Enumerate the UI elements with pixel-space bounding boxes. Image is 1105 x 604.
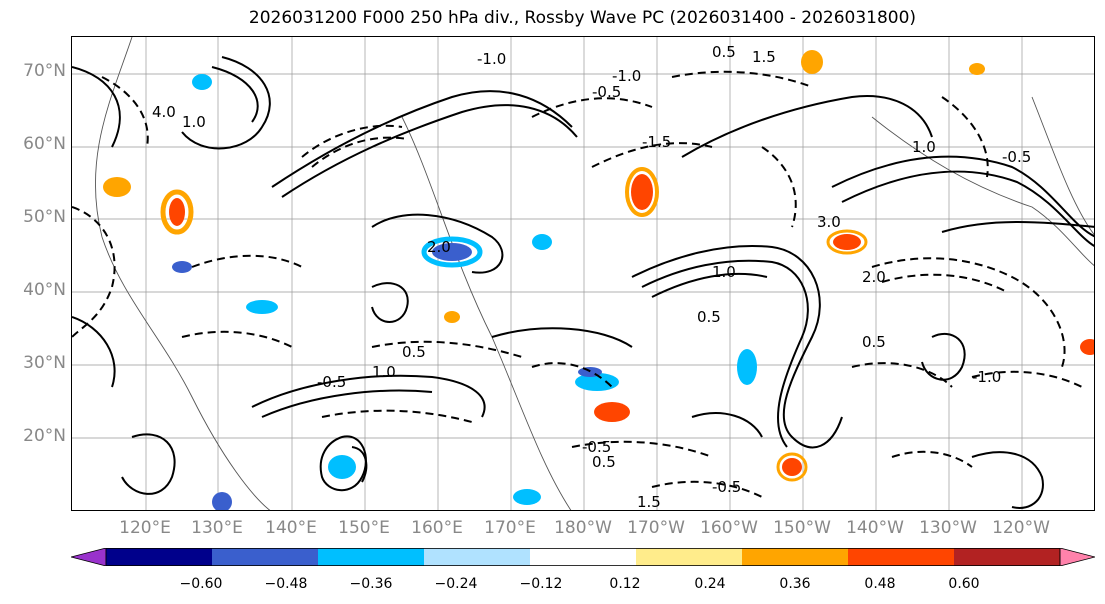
colorbar-segment: [848, 548, 955, 566]
divergence-shading: [103, 50, 1094, 510]
lat-label-60n: 60°N: [23, 134, 66, 154]
lon-label: 140°W: [846, 518, 904, 538]
colorbar-extension-low: [71, 548, 107, 566]
lat-label-70n: 70°N: [23, 61, 66, 81]
colorbar-tick: −0.36: [349, 576, 393, 592]
colorbar: [71, 548, 1095, 566]
contour-label: 0.5: [712, 43, 736, 61]
contour-label: 2.0: [427, 238, 451, 256]
colorbar-tick: −0.12: [519, 576, 563, 592]
colorbar-segment: [212, 548, 319, 566]
lat-label-20n: 20°N: [23, 426, 66, 446]
lon-label: 140°E: [265, 518, 317, 538]
colorbar-tick: −0.48: [264, 576, 308, 592]
colorbar-tick: 0.48: [864, 576, 896, 592]
contour-label: -1.0: [477, 50, 506, 68]
contour-label: -0.5: [712, 478, 741, 496]
contour-label: -0.5: [1002, 148, 1031, 166]
map-plot-area: -1.0 -0.5 0.5 1.0 1.5 2.0 3.0 4.0 -1.5 0…: [71, 36, 1095, 511]
contour-label: -0.5: [317, 373, 346, 391]
lon-label: 150°E: [338, 518, 390, 538]
contour-label: 1.0: [912, 138, 936, 156]
lat-label-40n: 40°N: [23, 280, 66, 300]
colorbar-tick: 0.24: [694, 576, 726, 592]
contour-label: 3.0: [817, 213, 841, 231]
lon-label: 120°W: [992, 518, 1050, 538]
colorbar-tick: −0.60: [179, 576, 223, 592]
contour-label: -0.5: [582, 438, 611, 456]
lon-label: 150°W: [773, 518, 831, 538]
lon-label: 130°W: [919, 518, 977, 538]
colorbar-segment: [636, 548, 743, 566]
contour-map: -1.0 -0.5 0.5 1.0 1.5 2.0 3.0 4.0 -1.5 0…: [72, 37, 1094, 511]
contour-labels: -1.0 -0.5 0.5 1.0 1.5 2.0 3.0 4.0 -1.5 0…: [152, 43, 1031, 511]
contour-label: 1.0: [372, 363, 396, 381]
lon-label: 160°W: [700, 518, 758, 538]
contour-label: -1.5: [642, 133, 671, 151]
colorbar-tick: 0.36: [779, 576, 811, 592]
contour-label: 2.0: [862, 268, 886, 286]
colorbar-segment: [106, 548, 213, 566]
colorbar-segment: [424, 548, 531, 566]
lon-label: 120°E: [119, 518, 171, 538]
lat-label-30n: 30°N: [23, 353, 66, 373]
contour-label: 0.5: [862, 333, 886, 351]
colorbar-segment: [742, 548, 849, 566]
colorbar-segment: [318, 548, 425, 566]
lon-label: 170°E: [484, 518, 536, 538]
contour-label: 1.0: [712, 263, 736, 281]
colorbar-segment: [530, 548, 637, 566]
contour-label: -1.0: [972, 368, 1001, 386]
contour-label: 0.5: [402, 343, 426, 361]
positive-contours: [72, 56, 1094, 509]
contour-label: 1.5: [752, 48, 776, 66]
colorbar-tick: 0.60: [948, 576, 980, 592]
colorbar-extension-high: [1059, 548, 1095, 566]
colorbar-tick: −0.24: [434, 576, 478, 592]
chart-title: 2026031200 F000 250 hPa div., Rossby Wav…: [248, 8, 917, 28]
contour-label: 1.0: [182, 113, 206, 131]
negative-contours: [72, 70, 1083, 498]
contour-label: 0.5: [592, 453, 616, 471]
lon-label: 130°E: [191, 518, 243, 538]
lon-label: 160°E: [411, 518, 463, 538]
contour-label: -0.5: [592, 83, 621, 101]
lat-label-50n: 50°N: [23, 207, 66, 227]
contour-label: 0.5: [697, 308, 721, 326]
colorbar-tick: 0.12: [609, 576, 641, 592]
contour-label: -1.0: [612, 67, 641, 85]
colorbar-segment: [954, 548, 1061, 566]
lon-label: 180°W: [554, 518, 612, 538]
contour-label: 1.5: [637, 493, 661, 511]
lon-label: 170°W: [627, 518, 685, 538]
contour-label: 4.0: [152, 103, 176, 121]
